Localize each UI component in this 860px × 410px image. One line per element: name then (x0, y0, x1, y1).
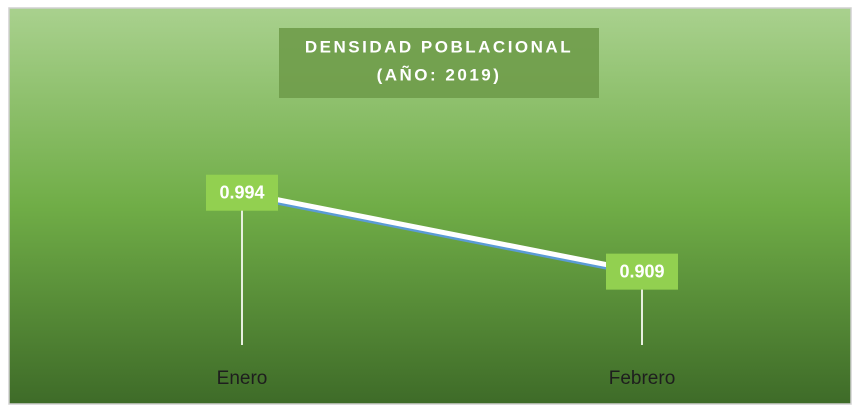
chart-title: (AÑO: 2019) (377, 64, 502, 84)
data-label-box (606, 253, 678, 290)
data-label: 0.909 (619, 261, 664, 281)
data-label-box (206, 174, 278, 211)
line-series (241, 190, 643, 275)
data-label: 0.994 (219, 182, 264, 202)
x-tick-label: Enero (217, 368, 268, 389)
line-shadow (241, 193, 643, 277)
chart-title: DENSIDAD POBLACIONAL (305, 37, 573, 56)
title-box (279, 28, 599, 98)
x-tick-label: Febrero (609, 368, 676, 389)
